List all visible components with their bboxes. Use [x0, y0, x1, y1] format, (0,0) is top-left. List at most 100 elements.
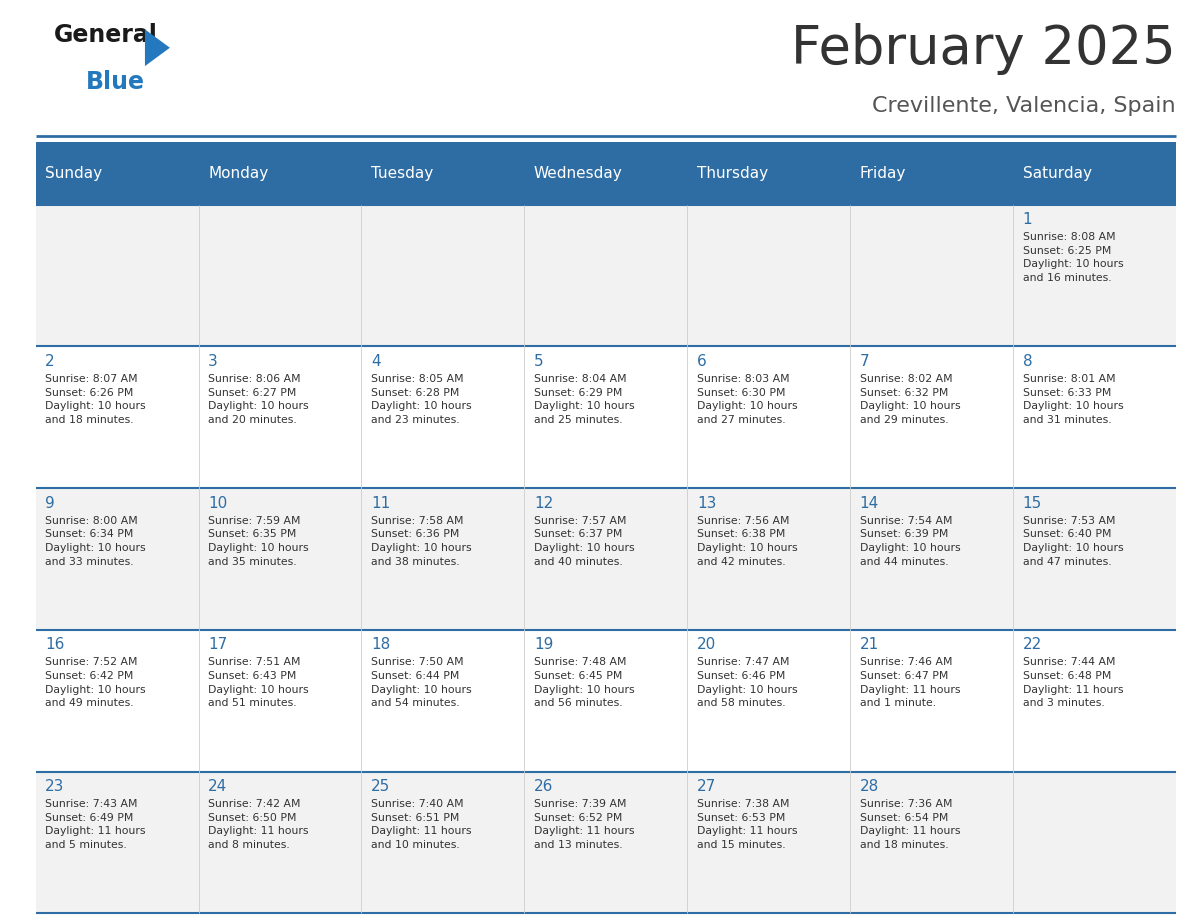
Text: 6: 6	[697, 353, 707, 369]
Bar	[36, 488, 198, 630]
Bar	[198, 142, 361, 205]
Bar	[524, 488, 688, 630]
Text: Saturday: Saturday	[1023, 166, 1092, 181]
Text: Sunrise: 8:00 AM
Sunset: 6:34 PM
Daylight: 10 hours
and 33 minutes.: Sunrise: 8:00 AM Sunset: 6:34 PM Dayligh…	[45, 516, 146, 566]
Text: 23: 23	[45, 779, 64, 794]
Bar	[688, 772, 851, 913]
Bar	[198, 630, 361, 772]
Text: Sunrise: 7:59 AM
Sunset: 6:35 PM
Daylight: 10 hours
and 35 minutes.: Sunrise: 7:59 AM Sunset: 6:35 PM Dayligh…	[208, 516, 309, 566]
Text: Wednesday: Wednesday	[533, 166, 623, 181]
Text: 8: 8	[1023, 353, 1032, 369]
Text: Sunrise: 7:46 AM
Sunset: 6:47 PM
Daylight: 11 hours
and 1 minute.: Sunrise: 7:46 AM Sunset: 6:47 PM Dayligh…	[860, 657, 960, 709]
Bar	[688, 142, 851, 205]
Text: 5: 5	[533, 353, 544, 369]
Text: Sunrise: 8:02 AM
Sunset: 6:32 PM
Daylight: 10 hours
and 29 minutes.: Sunrise: 8:02 AM Sunset: 6:32 PM Dayligh…	[860, 374, 960, 425]
Text: 16: 16	[45, 637, 64, 653]
Bar	[1013, 205, 1176, 346]
Bar	[36, 630, 198, 772]
Bar	[524, 772, 688, 913]
Bar	[198, 205, 361, 346]
Text: Sunrise: 8:05 AM
Sunset: 6:28 PM
Daylight: 10 hours
and 23 minutes.: Sunrise: 8:05 AM Sunset: 6:28 PM Dayligh…	[371, 374, 472, 425]
Bar	[1013, 142, 1176, 205]
Text: 17: 17	[208, 637, 227, 653]
Text: Sunrise: 7:50 AM
Sunset: 6:44 PM
Daylight: 10 hours
and 54 minutes.: Sunrise: 7:50 AM Sunset: 6:44 PM Dayligh…	[371, 657, 472, 709]
Text: Sunday: Sunday	[45, 166, 102, 181]
Text: Sunrise: 7:39 AM
Sunset: 6:52 PM
Daylight: 11 hours
and 13 minutes.: Sunrise: 7:39 AM Sunset: 6:52 PM Dayligh…	[533, 800, 634, 850]
Text: Blue: Blue	[86, 70, 145, 94]
Text: Sunrise: 7:58 AM
Sunset: 6:36 PM
Daylight: 10 hours
and 38 minutes.: Sunrise: 7:58 AM Sunset: 6:36 PM Dayligh…	[371, 516, 472, 566]
Bar	[36, 142, 198, 205]
Bar	[1013, 630, 1176, 772]
Bar	[851, 772, 1013, 913]
Bar	[851, 142, 1013, 205]
Text: Sunrise: 7:42 AM
Sunset: 6:50 PM
Daylight: 11 hours
and 8 minutes.: Sunrise: 7:42 AM Sunset: 6:50 PM Dayligh…	[208, 800, 309, 850]
Text: Sunrise: 7:52 AM
Sunset: 6:42 PM
Daylight: 10 hours
and 49 minutes.: Sunrise: 7:52 AM Sunset: 6:42 PM Dayligh…	[45, 657, 146, 709]
Bar	[1013, 772, 1176, 913]
Text: 13: 13	[697, 496, 716, 510]
Bar	[851, 630, 1013, 772]
Text: 4: 4	[371, 353, 380, 369]
Text: Sunrise: 7:40 AM
Sunset: 6:51 PM
Daylight: 11 hours
and 10 minutes.: Sunrise: 7:40 AM Sunset: 6:51 PM Dayligh…	[371, 800, 472, 850]
Text: Sunrise: 8:07 AM
Sunset: 6:26 PM
Daylight: 10 hours
and 18 minutes.: Sunrise: 8:07 AM Sunset: 6:26 PM Dayligh…	[45, 374, 146, 425]
Text: Sunrise: 7:57 AM
Sunset: 6:37 PM
Daylight: 10 hours
and 40 minutes.: Sunrise: 7:57 AM Sunset: 6:37 PM Dayligh…	[533, 516, 634, 566]
Bar	[524, 142, 688, 205]
Text: Sunrise: 8:06 AM
Sunset: 6:27 PM
Daylight: 10 hours
and 20 minutes.: Sunrise: 8:06 AM Sunset: 6:27 PM Dayligh…	[208, 374, 309, 425]
Text: 20: 20	[697, 637, 716, 653]
Text: 28: 28	[860, 779, 879, 794]
Text: 25: 25	[371, 779, 390, 794]
Bar	[36, 772, 198, 913]
Text: Sunrise: 8:08 AM
Sunset: 6:25 PM
Daylight: 10 hours
and 16 minutes.: Sunrise: 8:08 AM Sunset: 6:25 PM Dayligh…	[1023, 232, 1124, 283]
Text: February 2025: February 2025	[791, 23, 1176, 75]
Text: 24: 24	[208, 779, 227, 794]
Text: Sunrise: 7:36 AM
Sunset: 6:54 PM
Daylight: 11 hours
and 18 minutes.: Sunrise: 7:36 AM Sunset: 6:54 PM Dayligh…	[860, 800, 960, 850]
Text: Sunrise: 7:48 AM
Sunset: 6:45 PM
Daylight: 10 hours
and 56 minutes.: Sunrise: 7:48 AM Sunset: 6:45 PM Dayligh…	[533, 657, 634, 709]
Text: 26: 26	[533, 779, 554, 794]
Polygon shape	[145, 29, 170, 66]
Text: 15: 15	[1023, 496, 1042, 510]
Text: Sunrise: 8:03 AM
Sunset: 6:30 PM
Daylight: 10 hours
and 27 minutes.: Sunrise: 8:03 AM Sunset: 6:30 PM Dayligh…	[697, 374, 797, 425]
Text: 12: 12	[533, 496, 554, 510]
Bar	[198, 346, 361, 488]
Text: Sunrise: 7:43 AM
Sunset: 6:49 PM
Daylight: 11 hours
and 5 minutes.: Sunrise: 7:43 AM Sunset: 6:49 PM Dayligh…	[45, 800, 146, 850]
Bar	[361, 205, 524, 346]
Text: Friday: Friday	[860, 166, 906, 181]
Text: Sunrise: 7:56 AM
Sunset: 6:38 PM
Daylight: 10 hours
and 42 minutes.: Sunrise: 7:56 AM Sunset: 6:38 PM Dayligh…	[697, 516, 797, 566]
Text: Monday: Monday	[208, 166, 268, 181]
Text: 10: 10	[208, 496, 227, 510]
Text: Sunrise: 8:01 AM
Sunset: 6:33 PM
Daylight: 10 hours
and 31 minutes.: Sunrise: 8:01 AM Sunset: 6:33 PM Dayligh…	[1023, 374, 1124, 425]
Bar	[524, 205, 688, 346]
Bar	[688, 630, 851, 772]
Bar	[524, 346, 688, 488]
Text: 2: 2	[45, 353, 55, 369]
Text: General: General	[53, 23, 157, 47]
Text: 22: 22	[1023, 637, 1042, 653]
Bar	[1013, 488, 1176, 630]
Bar	[361, 772, 524, 913]
Text: 7: 7	[860, 353, 870, 369]
Text: Sunrise: 7:47 AM
Sunset: 6:46 PM
Daylight: 10 hours
and 58 minutes.: Sunrise: 7:47 AM Sunset: 6:46 PM Dayligh…	[697, 657, 797, 709]
Bar	[688, 205, 851, 346]
Bar	[36, 205, 198, 346]
Text: 9: 9	[45, 496, 55, 510]
Bar	[688, 488, 851, 630]
Text: Tuesday: Tuesday	[371, 166, 434, 181]
Text: Sunrise: 7:44 AM
Sunset: 6:48 PM
Daylight: 11 hours
and 3 minutes.: Sunrise: 7:44 AM Sunset: 6:48 PM Dayligh…	[1023, 657, 1123, 709]
Bar	[688, 346, 851, 488]
Text: Crevillente, Valencia, Spain: Crevillente, Valencia, Spain	[872, 96, 1176, 117]
Text: 11: 11	[371, 496, 390, 510]
Bar	[361, 488, 524, 630]
Text: 1: 1	[1023, 212, 1032, 227]
Text: Sunrise: 7:54 AM
Sunset: 6:39 PM
Daylight: 10 hours
and 44 minutes.: Sunrise: 7:54 AM Sunset: 6:39 PM Dayligh…	[860, 516, 960, 566]
Bar	[198, 772, 361, 913]
Bar	[361, 142, 524, 205]
Bar	[524, 630, 688, 772]
Text: 14: 14	[860, 496, 879, 510]
Text: 21: 21	[860, 637, 879, 653]
Text: 18: 18	[371, 637, 390, 653]
Bar	[1013, 346, 1176, 488]
Text: Sunrise: 7:38 AM
Sunset: 6:53 PM
Daylight: 11 hours
and 15 minutes.: Sunrise: 7:38 AM Sunset: 6:53 PM Dayligh…	[697, 800, 797, 850]
Bar	[361, 346, 524, 488]
Text: Sunrise: 7:51 AM
Sunset: 6:43 PM
Daylight: 10 hours
and 51 minutes.: Sunrise: 7:51 AM Sunset: 6:43 PM Dayligh…	[208, 657, 309, 709]
Text: Sunrise: 7:53 AM
Sunset: 6:40 PM
Daylight: 10 hours
and 47 minutes.: Sunrise: 7:53 AM Sunset: 6:40 PM Dayligh…	[1023, 516, 1124, 566]
Text: 19: 19	[533, 637, 554, 653]
